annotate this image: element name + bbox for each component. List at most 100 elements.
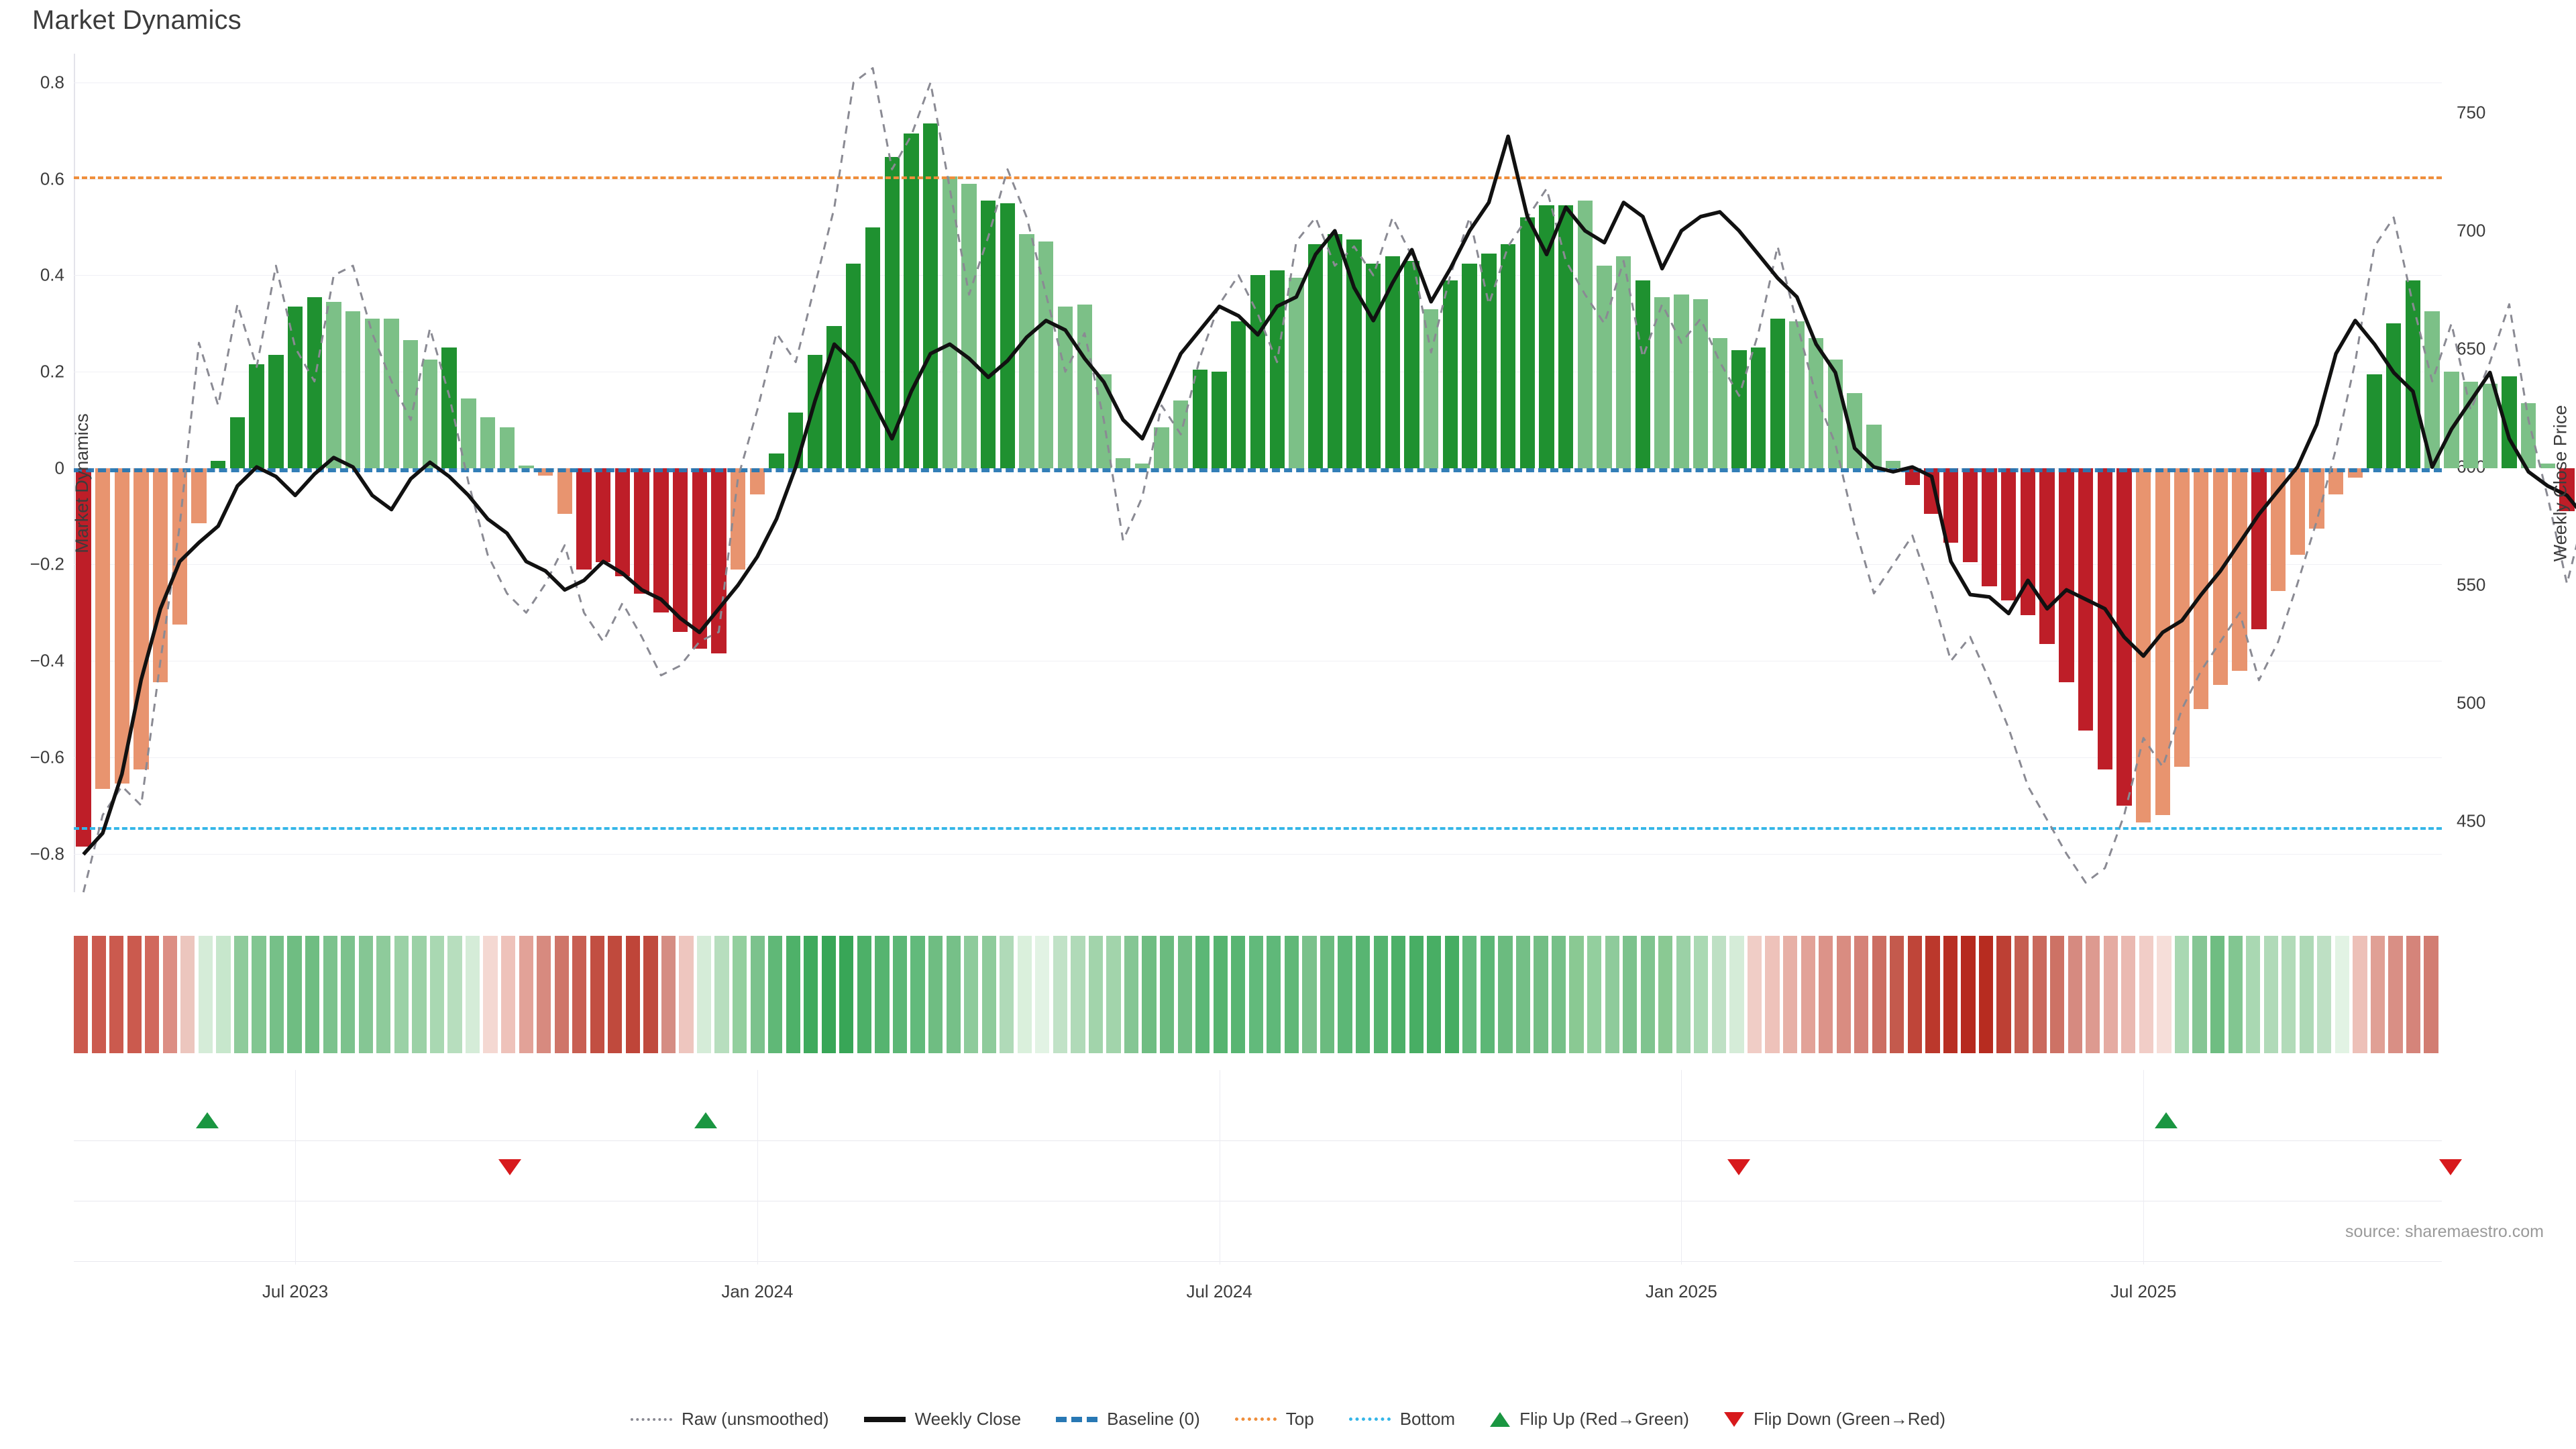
heatmap-cell [1534, 936, 1548, 1053]
heatmap-cell [679, 936, 694, 1053]
bar [1770, 319, 1786, 468]
bar [249, 364, 264, 468]
bar [807, 354, 823, 468]
bar [287, 307, 303, 468]
heatmap-cell [1907, 936, 1922, 1053]
heatmap-cell [733, 936, 747, 1053]
heatmap-cell [198, 936, 213, 1053]
heatmap-cell [839, 936, 854, 1053]
bar [1115, 458, 1131, 468]
bar [1077, 304, 1092, 468]
legend-item-label: Flip Down (Green→Red) [1753, 1409, 1946, 1429]
heatmap-cell [305, 936, 320, 1053]
bar [1269, 270, 1285, 468]
heatmap-cell [1338, 936, 1352, 1053]
x-axis-line [74, 1261, 2442, 1262]
heatmap-cell [643, 936, 658, 1053]
heatmap-cell [2370, 936, 2385, 1053]
heatmap-cell [1088, 936, 1104, 1053]
green-up-triangle-icon [1490, 1411, 1511, 1427]
flip-up-marker[interactable] [694, 1112, 718, 1128]
flip-down-marker[interactable] [498, 1159, 522, 1175]
bar [461, 398, 476, 468]
x-axis-tick-label: Jan 2024 [721, 1281, 794, 1301]
bar [2097, 468, 2112, 769]
legend-item[interactable]: Raw (unsmoothed) [630, 1409, 829, 1430]
heatmap-cell [696, 936, 712, 1053]
heatmap-cell [483, 936, 498, 1053]
bar [191, 468, 207, 524]
heatmap-cell [714, 936, 729, 1053]
heatmap-cell [216, 936, 231, 1053]
flip-up-marker[interactable] [196, 1112, 219, 1128]
bar [1674, 294, 1689, 468]
heatmap-cell [2174, 936, 2190, 1053]
flip-down-marker[interactable] [1727, 1159, 1750, 1175]
heatmap-cell [1605, 936, 1619, 1053]
heatmap-cell [2388, 936, 2403, 1053]
legend-item[interactable]: Flip Down (Green→Red) [1723, 1409, 1946, 1430]
heatmap-cell [1480, 936, 1495, 1053]
bar [2367, 374, 2382, 468]
chart-legend: Raw (unsmoothed) Weekly Close Baseline (0)… [0, 1409, 2576, 1430]
x-axis-tick-label: Jul 2023 [262, 1281, 329, 1301]
legend-item[interactable]: Bottom [1348, 1409, 1455, 1430]
bar [1307, 244, 1324, 468]
left-axis-title: Market Dynamics [71, 413, 92, 553]
heatmap-cell [2139, 936, 2154, 1053]
x-axis-tick-label: Jul 2025 [2110, 1281, 2177, 1301]
bar [653, 468, 669, 613]
bar [2424, 311, 2440, 468]
heatmap-cell [554, 936, 569, 1053]
bar [1500, 244, 1516, 468]
bar [2001, 468, 2017, 601]
solid-black-line-icon [863, 1416, 906, 1422]
heatmap-cell [1747, 936, 1762, 1053]
bar [1019, 234, 1034, 468]
bar [614, 468, 631, 577]
bar [2135, 468, 2151, 822]
bar [2155, 468, 2171, 816]
heatmap-cell [2210, 936, 2225, 1053]
heatmap-cell [857, 936, 872, 1053]
bar [2290, 468, 2305, 555]
heatmap-cell [287, 936, 302, 1053]
legend-item[interactable]: Flip Up (Red→Green) [1490, 1409, 1689, 1430]
heatmap-cell [2334, 936, 2349, 1053]
flip-up-marker[interactable] [2154, 1112, 2178, 1128]
bar [229, 417, 246, 468]
bar [1577, 201, 1593, 468]
heatmap-cell [1872, 936, 1886, 1053]
legend-item[interactable]: Baseline (0) [1056, 1409, 1200, 1430]
bar [2540, 463, 2556, 468]
heatmap-cell [928, 936, 943, 1053]
bar [711, 468, 727, 654]
heatmap-cell [269, 936, 284, 1053]
bar [1904, 468, 1920, 485]
heatmap-cell [1711, 936, 1727, 1053]
flip-down-marker[interactable] [2439, 1159, 2463, 1175]
legend-item[interactable]: Weekly Close [863, 1409, 1021, 1430]
heatmap-cell [2317, 936, 2332, 1053]
heatmap-cell [590, 936, 604, 1053]
bar [2482, 384, 2498, 468]
right-axis-tick-label: 500 [2457, 692, 2486, 713]
heatmap-cell [1498, 936, 1513, 1053]
heatmap-cell [1978, 936, 1994, 1053]
x-axis-tick-line [295, 1070, 297, 1265]
heatmap-cell [2032, 936, 2047, 1053]
legend-item[interactable]: Top [1234, 1409, 1314, 1430]
bar [1000, 203, 1016, 468]
bar [942, 176, 957, 468]
heatmap-cell [1355, 936, 1371, 1053]
left-axis-tick-label: 0.8 [40, 72, 64, 93]
bar [2059, 468, 2074, 683]
bar [1558, 205, 1574, 468]
bottom-reference-line [74, 827, 2442, 830]
heatmap-cell [91, 936, 106, 1053]
bar [2020, 468, 2036, 615]
heatmap-cell [394, 936, 409, 1053]
heatmap-cell [2246, 936, 2261, 1053]
heatmap-cell [1640, 936, 1655, 1053]
regime-heatmap-strip [74, 936, 2442, 1053]
